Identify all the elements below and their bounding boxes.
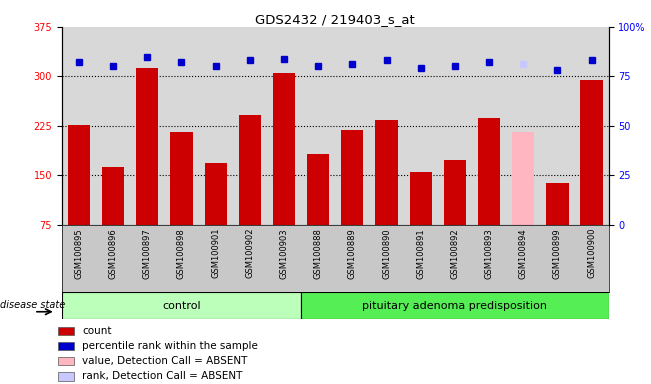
Text: percentile rank within the sample: percentile rank within the sample bbox=[83, 341, 258, 351]
Text: GSM100903: GSM100903 bbox=[279, 228, 288, 279]
Text: GSM100902: GSM100902 bbox=[245, 228, 255, 278]
Bar bbox=[444, 160, 466, 225]
Text: GSM100897: GSM100897 bbox=[143, 228, 152, 279]
Text: GSM100894: GSM100894 bbox=[519, 228, 528, 279]
Text: value, Detection Call = ABSENT: value, Detection Call = ABSENT bbox=[83, 356, 248, 366]
Bar bbox=[546, 183, 568, 225]
Bar bbox=[171, 132, 193, 225]
Bar bbox=[301, 292, 609, 319]
Bar bbox=[512, 132, 534, 225]
Text: rank, Detection Call = ABSENT: rank, Detection Call = ABSENT bbox=[83, 371, 243, 381]
Title: GDS2432 / 219403_s_at: GDS2432 / 219403_s_at bbox=[255, 13, 415, 26]
Bar bbox=[102, 167, 124, 225]
Text: GSM100891: GSM100891 bbox=[416, 228, 425, 279]
Bar bbox=[58, 342, 74, 350]
Bar bbox=[478, 118, 500, 225]
Text: GSM100888: GSM100888 bbox=[314, 228, 323, 279]
Text: count: count bbox=[83, 326, 112, 336]
Bar bbox=[136, 68, 158, 225]
Bar bbox=[409, 172, 432, 225]
Text: GSM100892: GSM100892 bbox=[450, 228, 460, 279]
Bar bbox=[58, 357, 74, 366]
Text: GSM100899: GSM100899 bbox=[553, 228, 562, 279]
Bar bbox=[68, 125, 90, 225]
Text: disease state: disease state bbox=[0, 300, 65, 310]
Bar bbox=[581, 79, 603, 225]
Text: GSM100901: GSM100901 bbox=[211, 228, 220, 278]
Text: GSM100890: GSM100890 bbox=[382, 228, 391, 279]
Bar bbox=[376, 121, 398, 225]
Bar bbox=[204, 163, 227, 225]
Text: GSM100895: GSM100895 bbox=[74, 228, 83, 279]
Text: GSM100893: GSM100893 bbox=[484, 228, 493, 279]
Text: control: control bbox=[162, 301, 201, 311]
Text: pituitary adenoma predisposition: pituitary adenoma predisposition bbox=[363, 301, 547, 311]
Bar bbox=[62, 292, 301, 319]
Text: GSM100896: GSM100896 bbox=[109, 228, 118, 279]
Bar bbox=[307, 154, 329, 225]
Text: GSM100900: GSM100900 bbox=[587, 228, 596, 278]
Bar bbox=[58, 327, 74, 335]
Bar bbox=[341, 131, 363, 225]
Bar bbox=[239, 114, 261, 225]
Text: GSM100898: GSM100898 bbox=[177, 228, 186, 279]
Bar bbox=[273, 73, 295, 225]
Text: GSM100889: GSM100889 bbox=[348, 228, 357, 279]
Bar bbox=[58, 372, 74, 381]
